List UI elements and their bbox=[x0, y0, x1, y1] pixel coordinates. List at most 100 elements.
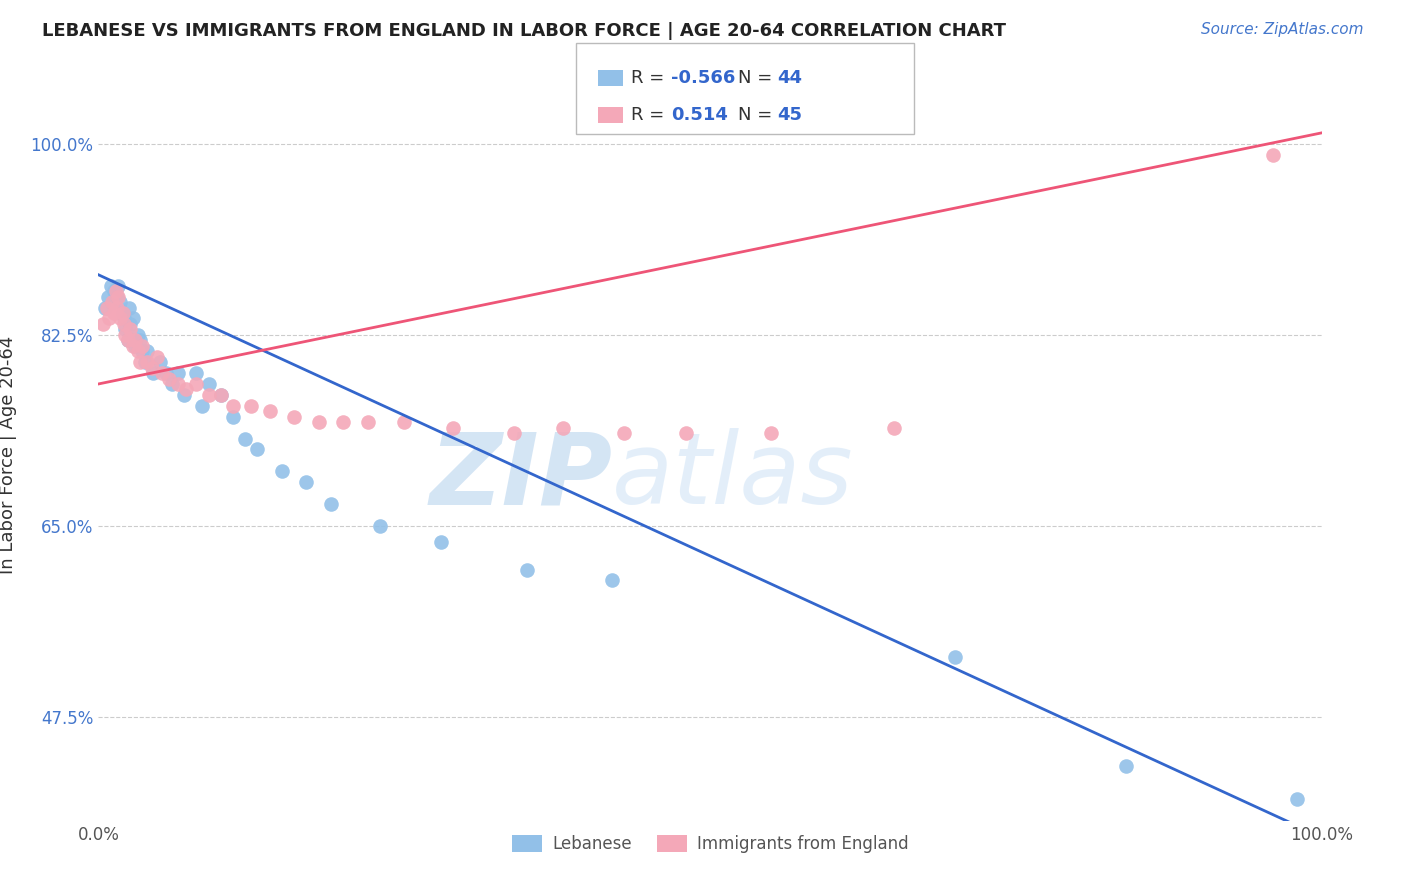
Point bbox=[356, 415, 378, 429]
Point bbox=[186, 366, 208, 380]
Point bbox=[141, 360, 163, 375]
Point bbox=[176, 383, 198, 397]
Text: N =: N = bbox=[738, 105, 778, 124]
Point bbox=[368, 519, 391, 533]
Point bbox=[319, 497, 342, 511]
Point bbox=[117, 333, 139, 347]
Text: atlas: atlas bbox=[612, 428, 853, 525]
Point bbox=[197, 376, 219, 391]
Text: R =: R = bbox=[631, 105, 671, 124]
Point bbox=[883, 420, 905, 434]
Point bbox=[503, 426, 526, 441]
Point bbox=[103, 284, 125, 298]
Point bbox=[186, 376, 208, 391]
Point bbox=[120, 322, 142, 336]
Point bbox=[112, 317, 135, 331]
Point bbox=[110, 295, 132, 310]
Point bbox=[173, 388, 195, 402]
Point bbox=[240, 399, 263, 413]
Point bbox=[134, 355, 156, 369]
Point bbox=[191, 399, 214, 413]
Point bbox=[222, 399, 245, 413]
Point bbox=[112, 311, 135, 326]
Point bbox=[160, 376, 183, 391]
Point bbox=[675, 426, 697, 441]
Text: 44: 44 bbox=[778, 70, 803, 87]
Point bbox=[120, 317, 142, 331]
Point bbox=[131, 339, 153, 353]
Point bbox=[332, 415, 354, 429]
Point bbox=[93, 301, 115, 315]
Point bbox=[129, 355, 152, 369]
Y-axis label: In Labor Force | Age 20-64: In Labor Force | Age 20-64 bbox=[0, 335, 17, 574]
Point bbox=[107, 278, 129, 293]
Text: 45: 45 bbox=[778, 105, 803, 124]
Text: ZIP: ZIP bbox=[429, 428, 612, 525]
Point bbox=[105, 301, 128, 315]
Point bbox=[107, 290, 129, 304]
Point bbox=[98, 311, 121, 326]
Text: R =: R = bbox=[631, 70, 671, 87]
Point bbox=[121, 311, 143, 326]
Point bbox=[430, 535, 453, 549]
Point bbox=[167, 376, 190, 391]
Point bbox=[1115, 759, 1137, 773]
Point bbox=[146, 350, 169, 364]
Point bbox=[613, 426, 636, 441]
Point bbox=[103, 306, 125, 320]
Point bbox=[259, 404, 281, 418]
Point bbox=[157, 371, 180, 385]
Point bbox=[392, 415, 416, 429]
Point bbox=[150, 366, 173, 380]
Legend: Lebanese, Immigrants from England: Lebanese, Immigrants from England bbox=[505, 829, 915, 860]
Text: N =: N = bbox=[738, 70, 778, 87]
Point bbox=[91, 317, 114, 331]
Point bbox=[97, 290, 120, 304]
Point bbox=[149, 355, 172, 369]
Point bbox=[101, 295, 124, 310]
Text: LEBANESE VS IMMIGRANTS FROM ENGLAND IN LABOR FORCE | AGE 20-64 CORRELATION CHART: LEBANESE VS IMMIGRANTS FROM ENGLAND IN L… bbox=[42, 22, 1007, 40]
Point bbox=[100, 278, 122, 293]
Point bbox=[131, 344, 153, 359]
Point bbox=[209, 388, 232, 402]
Point bbox=[246, 442, 269, 457]
Point bbox=[104, 284, 127, 298]
Point bbox=[167, 366, 190, 380]
Point bbox=[121, 339, 143, 353]
Point bbox=[114, 322, 136, 336]
Point bbox=[118, 301, 141, 315]
Point bbox=[283, 409, 305, 424]
Point bbox=[761, 426, 783, 441]
Point bbox=[553, 420, 575, 434]
Point bbox=[600, 574, 623, 588]
Point bbox=[111, 306, 134, 320]
Point bbox=[1286, 792, 1309, 806]
Point bbox=[197, 388, 219, 402]
Point bbox=[441, 420, 464, 434]
Point bbox=[136, 344, 159, 359]
Point bbox=[110, 311, 132, 326]
Point bbox=[117, 333, 139, 347]
Text: -0.566: -0.566 bbox=[671, 70, 735, 87]
Point bbox=[308, 415, 330, 429]
Point bbox=[142, 366, 165, 380]
Point bbox=[111, 306, 134, 320]
Point bbox=[515, 563, 537, 577]
Point bbox=[114, 327, 136, 342]
Point bbox=[136, 355, 159, 369]
Text: Source: ZipAtlas.com: Source: ZipAtlas.com bbox=[1201, 22, 1364, 37]
Point bbox=[1261, 147, 1284, 161]
Point bbox=[222, 409, 245, 424]
Point bbox=[127, 344, 149, 359]
Point bbox=[101, 295, 124, 310]
Point bbox=[124, 339, 146, 353]
Point bbox=[124, 333, 146, 347]
Point bbox=[127, 327, 149, 342]
Point bbox=[295, 475, 318, 490]
Point bbox=[209, 388, 232, 402]
Point bbox=[155, 366, 177, 380]
Point bbox=[270, 464, 294, 478]
Point bbox=[105, 290, 128, 304]
Text: 0.514: 0.514 bbox=[671, 105, 727, 124]
Point bbox=[943, 649, 966, 664]
